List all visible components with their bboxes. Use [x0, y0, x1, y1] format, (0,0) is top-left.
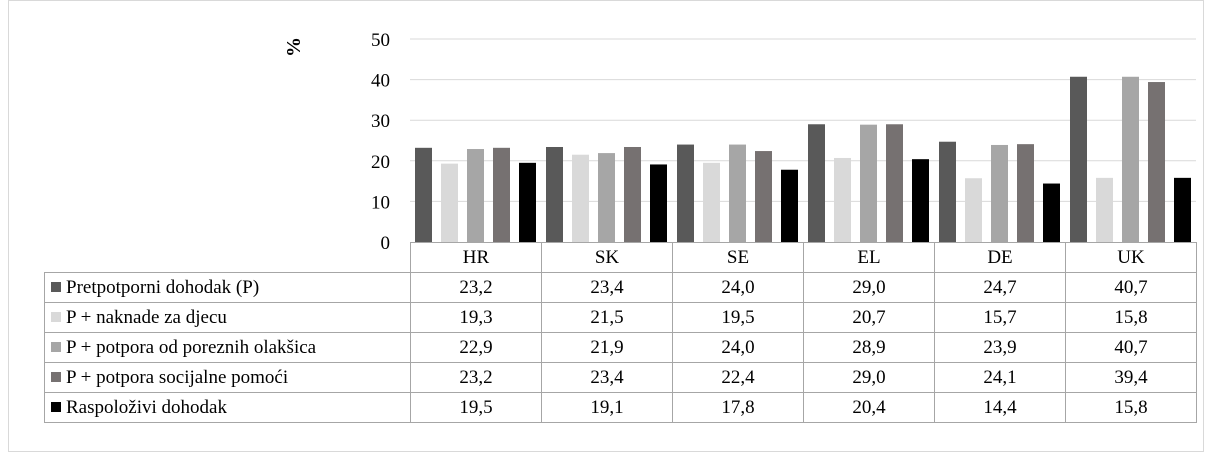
table-row: P + naknade za djecu 19,3 21,5 19,5 20,7 15,7…	[44, 302, 1197, 333]
data-label: 19,1	[541, 392, 673, 423]
data-label: 24,7	[934, 272, 1066, 303]
bar	[965, 178, 982, 242]
data-label: 29,0	[803, 362, 935, 393]
data-label: 23,2	[410, 272, 542, 303]
data-label: 28,9	[803, 332, 935, 363]
legend-swatch	[51, 281, 61, 292]
x-category-label: DE	[934, 242, 1066, 273]
bar	[1122, 76, 1139, 243]
data-label: 20,7	[803, 302, 935, 333]
bar	[834, 157, 851, 242]
chart-frame	[8, 0, 1204, 452]
series-name: Raspoloživi dohodak	[66, 396, 227, 418]
y-tick-label: 40	[371, 71, 390, 92]
data-table: HR SK SE EL DE UK Pretpotporni dohodak (P) 23,2…	[44, 242, 1197, 423]
bar	[729, 144, 746, 242]
bar	[703, 162, 720, 242]
data-label: 21,5	[541, 302, 673, 333]
legend-swatch	[51, 401, 61, 412]
bar	[519, 162, 536, 242]
y-tick-label: 30	[371, 111, 390, 132]
bar	[415, 147, 432, 242]
table-header-row: HR SK SE EL DE UK	[44, 242, 1197, 273]
data-label: 20,4	[803, 392, 935, 423]
y-tick-label: 50	[371, 30, 390, 51]
bar	[572, 154, 589, 242]
x-category-label: EL	[803, 242, 935, 273]
x-category-label: UK	[1065, 242, 1197, 273]
data-label: 29,0	[803, 272, 935, 303]
data-label: 22,9	[410, 332, 542, 363]
data-label: 19,5	[410, 392, 542, 423]
bar	[493, 147, 510, 242]
bar	[677, 144, 694, 242]
series-name: P + potpora socijalne pomoći	[66, 366, 289, 388]
legend-entry: P + naknade za djecu	[44, 302, 411, 333]
data-label: 39,4	[1065, 362, 1197, 393]
bar	[598, 153, 615, 242]
x-category-label: SE	[672, 242, 804, 273]
bar	[624, 146, 641, 242]
table-row: Raspoloživi dohodak 19,5 19,1 17,8 20,4 14,4 1…	[44, 392, 1197, 423]
legend-swatch	[51, 341, 61, 352]
bar	[1148, 82, 1165, 242]
table-row: Pretpotporni dohodak (P) 23,2 23,4 24,0 29,0…	[44, 272, 1197, 303]
table-row: P + potpora od poreznih olakšica 22,9 21,9…	[44, 332, 1197, 363]
data-label: 40,7	[1065, 332, 1197, 363]
legend-swatch	[51, 371, 61, 382]
y-tick-label: 10	[371, 192, 390, 213]
bar	[912, 159, 929, 242]
y-axis-unit: %	[283, 37, 305, 57]
bar	[1070, 76, 1087, 243]
bar	[467, 149, 484, 242]
data-label: 23,2	[410, 362, 542, 393]
bar	[991, 144, 1008, 242]
series-name: Pretpotporni dohodak (P)	[66, 276, 260, 298]
data-label: 14,4	[934, 392, 1066, 423]
bar	[1043, 183, 1060, 242]
series-name: P + naknade za djecu	[66, 306, 227, 328]
bar	[546, 146, 563, 242]
legend-swatch	[51, 311, 61, 322]
y-tick-label: 20	[371, 152, 390, 173]
bar	[650, 164, 667, 242]
bar	[1017, 144, 1034, 242]
bar	[860, 124, 877, 242]
x-category-label: HR	[410, 242, 542, 273]
data-label: 24,1	[934, 362, 1066, 393]
data-label: 19,5	[672, 302, 804, 333]
data-label: 24,0	[672, 332, 804, 363]
series-name: P + potpora od poreznih olakšica	[66, 336, 317, 358]
data-label: 15,8	[1065, 302, 1197, 333]
bar	[755, 151, 772, 242]
data-label: 22,4	[672, 362, 804, 393]
data-label: 40,7	[1065, 272, 1197, 303]
data-label: 15,7	[934, 302, 1066, 333]
legend-entry: Pretpotporni dohodak (P)	[44, 272, 411, 303]
bar	[781, 169, 798, 242]
data-label: 23,4	[541, 362, 673, 393]
data-label: 19,3	[410, 302, 542, 333]
legend-entry: Raspoloživi dohodak	[44, 392, 411, 423]
bar	[1174, 177, 1191, 242]
bar	[939, 141, 956, 242]
x-category-label: SK	[541, 242, 673, 273]
table-corner	[44, 242, 411, 273]
legend-entry: P + potpora od poreznih olakšica	[44, 332, 411, 363]
data-label: 24,0	[672, 272, 804, 303]
data-label: 23,9	[934, 332, 1066, 363]
legend-entry: P + potpora socijalne pomoći	[44, 362, 411, 393]
data-label: 17,8	[672, 392, 804, 423]
bar	[441, 163, 458, 242]
bar	[886, 124, 903, 242]
bar	[808, 124, 825, 242]
data-label: 21,9	[541, 332, 673, 363]
bar	[1096, 177, 1113, 242]
table-row: P + potpora socijalne pomoći 23,2 23,4 22,4…	[44, 362, 1197, 393]
data-label: 15,8	[1065, 392, 1197, 423]
data-label: 23,4	[541, 272, 673, 303]
